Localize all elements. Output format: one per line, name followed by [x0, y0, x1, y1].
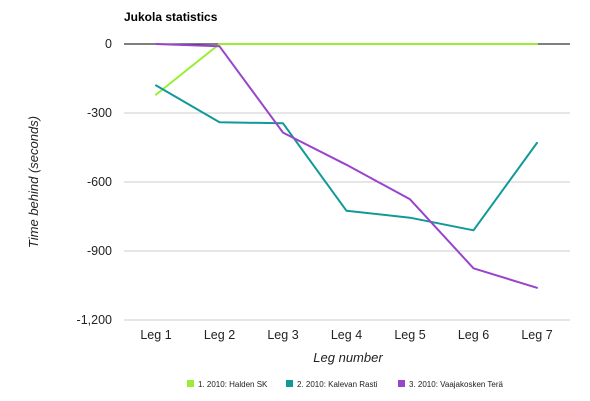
x-tick-label: Leg 1 [140, 328, 171, 342]
legend[interactable]: 1. 2010: Halden SK 2. 2010: Kalevan Rasti… [187, 380, 504, 389]
legend-swatch [187, 380, 194, 387]
x-axis-title: Leg number [313, 350, 383, 365]
x-tick-label: Leg 7 [521, 328, 552, 342]
y-tick-label: -1,200 [77, 313, 112, 327]
legend-label: 2. 2010: Kalevan Rasti [297, 380, 378, 389]
x-tick-label: Leg 4 [331, 328, 362, 342]
y-axis-title: Time behind (seconds) [26, 116, 41, 248]
gridlines [124, 43, 570, 321]
series-lines [155, 43, 538, 289]
series-line-2 [155, 84, 538, 232]
series-line-1 [155, 43, 538, 96]
legend-label: 3. 2010: Vaajakosken Terä [409, 380, 504, 389]
x-tick-label: Leg 5 [394, 328, 425, 342]
y-tick-label: -600 [87, 175, 112, 189]
legend-item[interactable]: 2. 2010: Kalevan Rasti [286, 380, 378, 389]
x-tick-label: Leg 3 [267, 328, 298, 342]
chart-title: Jukola statistics [124, 10, 218, 24]
legend-swatch [398, 380, 405, 387]
series-line-3 [155, 43, 538, 289]
y-tick-label: 0 [105, 37, 112, 51]
legend-swatch [286, 380, 293, 387]
x-tick-label: Leg 6 [458, 328, 489, 342]
legend-item[interactable]: 3. 2010: Vaajakosken Terä [398, 380, 504, 389]
x-tick-label: Leg 2 [204, 328, 235, 342]
y-tick-label: -900 [87, 244, 112, 258]
y-axis-ticks: 0 -300 -600 -900 -1,200 [77, 37, 113, 327]
y-tick-label: -300 [87, 106, 112, 120]
x-axis-ticks: Leg 1 Leg 2 Leg 3 Leg 4 Leg 5 Leg 6 Leg 7 [140, 328, 552, 342]
legend-item[interactable]: 1. 2010: Halden SK [187, 380, 268, 389]
legend-label: 1. 2010: Halden SK [198, 380, 268, 389]
